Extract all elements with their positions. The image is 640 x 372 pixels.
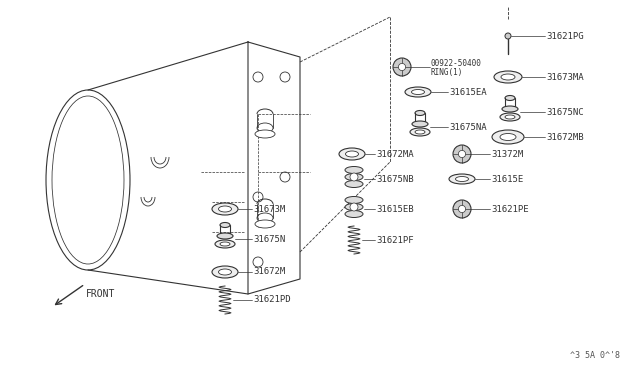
Ellipse shape bbox=[218, 269, 232, 275]
Circle shape bbox=[350, 173, 358, 181]
Ellipse shape bbox=[412, 121, 428, 127]
Text: RING(1): RING(1) bbox=[431, 67, 463, 77]
Text: 31672MB: 31672MB bbox=[546, 132, 584, 141]
Ellipse shape bbox=[500, 113, 520, 121]
Ellipse shape bbox=[415, 110, 425, 115]
Ellipse shape bbox=[345, 211, 363, 218]
Ellipse shape bbox=[501, 74, 515, 80]
Text: 31675NA: 31675NA bbox=[449, 122, 486, 131]
Text: 31621PF: 31621PF bbox=[376, 235, 413, 244]
Text: 31621PD: 31621PD bbox=[253, 295, 291, 305]
Text: 31675NB: 31675NB bbox=[376, 174, 413, 183]
Ellipse shape bbox=[345, 196, 363, 203]
Ellipse shape bbox=[494, 71, 522, 83]
Text: FRONT: FRONT bbox=[86, 289, 115, 299]
Ellipse shape bbox=[456, 176, 468, 182]
Circle shape bbox=[350, 203, 358, 211]
Circle shape bbox=[398, 63, 406, 71]
Ellipse shape bbox=[500, 134, 516, 141]
Ellipse shape bbox=[492, 130, 524, 144]
Text: 31621PG: 31621PG bbox=[546, 32, 584, 41]
Text: 31675N: 31675N bbox=[253, 234, 285, 244]
Ellipse shape bbox=[255, 130, 275, 138]
Text: 31615EB: 31615EB bbox=[376, 205, 413, 214]
Ellipse shape bbox=[212, 203, 238, 215]
Text: 31621PE: 31621PE bbox=[491, 205, 529, 214]
Text: ^3 5A 0^'8: ^3 5A 0^'8 bbox=[570, 351, 620, 360]
Ellipse shape bbox=[415, 130, 425, 134]
Ellipse shape bbox=[449, 174, 475, 184]
Ellipse shape bbox=[220, 222, 230, 228]
Circle shape bbox=[453, 145, 471, 163]
Ellipse shape bbox=[502, 106, 518, 112]
Text: 31372M: 31372M bbox=[491, 150, 524, 158]
Text: 31615EA: 31615EA bbox=[449, 87, 486, 96]
Ellipse shape bbox=[505, 96, 515, 100]
Text: 31672M: 31672M bbox=[253, 267, 285, 276]
Circle shape bbox=[393, 58, 411, 76]
Text: 31673M: 31673M bbox=[253, 205, 285, 214]
Ellipse shape bbox=[410, 128, 430, 136]
Ellipse shape bbox=[339, 148, 365, 160]
Ellipse shape bbox=[405, 87, 431, 97]
Ellipse shape bbox=[217, 233, 233, 239]
Circle shape bbox=[458, 205, 465, 213]
Ellipse shape bbox=[215, 240, 235, 248]
Ellipse shape bbox=[505, 115, 515, 119]
Ellipse shape bbox=[212, 266, 238, 278]
Ellipse shape bbox=[345, 203, 363, 211]
Text: 31615E: 31615E bbox=[491, 174, 524, 183]
Ellipse shape bbox=[220, 242, 230, 246]
Text: 00922-50400: 00922-50400 bbox=[431, 58, 482, 67]
Ellipse shape bbox=[255, 220, 275, 228]
Ellipse shape bbox=[345, 180, 363, 187]
Circle shape bbox=[458, 150, 465, 158]
Ellipse shape bbox=[218, 206, 232, 212]
Circle shape bbox=[505, 33, 511, 39]
Ellipse shape bbox=[345, 173, 363, 180]
Ellipse shape bbox=[345, 167, 363, 173]
Text: 31672MA: 31672MA bbox=[376, 150, 413, 158]
Circle shape bbox=[453, 200, 471, 218]
Text: 31673MA: 31673MA bbox=[546, 73, 584, 81]
Text: 31675NC: 31675NC bbox=[546, 108, 584, 116]
Ellipse shape bbox=[412, 90, 424, 94]
Ellipse shape bbox=[346, 151, 358, 157]
